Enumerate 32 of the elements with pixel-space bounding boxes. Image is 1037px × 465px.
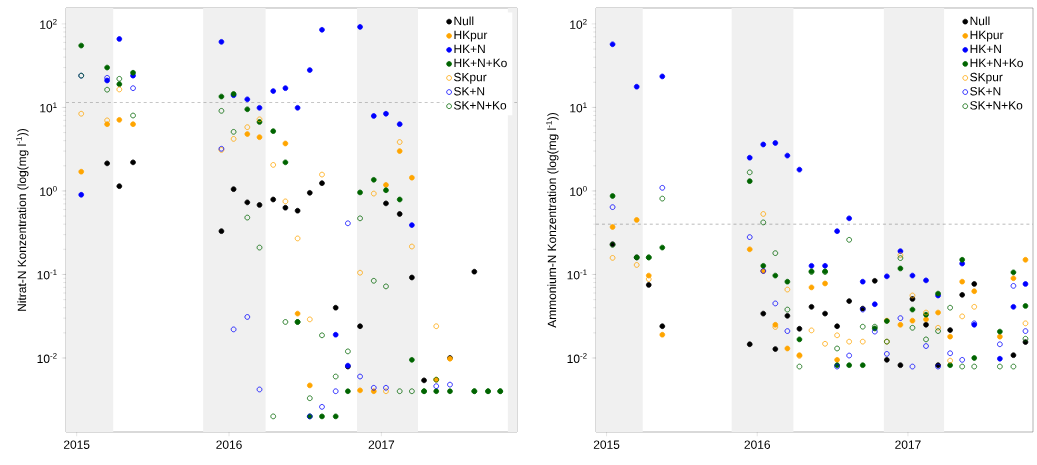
- y-tick-label: 10$^{2}$: [40, 18, 57, 29]
- legend-label: HKpur: [970, 30, 1004, 42]
- y-tick-label: 10$^{-1}$: [37, 269, 57, 280]
- y-tick-label: 10$^{-2}$: [567, 352, 587, 363]
- legend-label: HK+N+Ko: [454, 58, 507, 68]
- y-tick-label: 10$^{1}$: [40, 102, 57, 113]
- x-tick-label: 2017: [368, 440, 395, 449]
- x-tick-label: 2015: [63, 440, 90, 449]
- y-tick-label: 10$^{1}$: [570, 102, 587, 113]
- y-axis-title: Nitrat-N Konzentration (log(mg l$^{-1}$)): [16, 128, 29, 311]
- legend-label: SKpur: [454, 72, 487, 84]
- legend-label: SK+N+Ko: [454, 101, 507, 110]
- legend-label: HK+N: [454, 44, 485, 54]
- y-axis-title: Ammonium-N Konzentration (log(mg l$^{-1}$)): [546, 112, 559, 328]
- y-tick-label: 10$^{0}$: [40, 185, 57, 196]
- legend-label: HK+N+Ko: [970, 58, 1023, 68]
- legend-label: Null: [970, 16, 990, 26]
- legend-label: HK+N: [970, 44, 1001, 54]
- legend-label: SK+N: [970, 87, 1001, 96]
- legend-label: Null: [454, 16, 474, 26]
- x-tick-label: 2015: [593, 440, 620, 449]
- legend-label: SK+N+Ko: [970, 101, 1023, 110]
- x-tick-label: 2016: [744, 440, 771, 449]
- y-tick-label: 10$^{0}$: [570, 185, 587, 196]
- x-tick-label: 2017: [895, 440, 921, 449]
- legend-label: HKpur: [454, 30, 488, 42]
- legend-label: SK+N: [454, 87, 485, 96]
- legend-label: SKpur: [970, 72, 1003, 84]
- y-tick-label: 10$^{-1}$: [567, 269, 587, 280]
- y-tick-label: 10$^{-2}$: [37, 352, 57, 363]
- y-tick-label: 10$^{2}$: [570, 18, 587, 29]
- x-tick-label: 2016: [216, 440, 242, 449]
